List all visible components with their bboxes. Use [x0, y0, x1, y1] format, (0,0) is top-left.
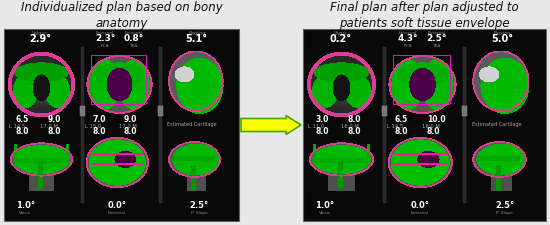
Text: Estimated Cartilage: Estimated Cartilage — [167, 122, 217, 126]
FancyBboxPatch shape — [382, 107, 387, 117]
Text: 1.0°: 1.0° — [315, 200, 334, 209]
Text: 2.9°: 2.9° — [29, 34, 52, 44]
Text: 0.8°: 0.8° — [123, 34, 144, 43]
Text: 8.0: 8.0 — [47, 126, 61, 135]
FancyBboxPatch shape — [463, 48, 466, 203]
FancyArrow shape — [241, 116, 301, 135]
Text: 8.0: 8.0 — [315, 126, 329, 135]
Text: PCA: PCA — [101, 44, 109, 48]
FancyBboxPatch shape — [4, 30, 239, 221]
FancyBboxPatch shape — [159, 48, 162, 203]
Text: 8.0: 8.0 — [16, 126, 29, 135]
Text: Flexion: Flexion — [493, 31, 511, 36]
Text: L 11.0: L 11.0 — [308, 124, 324, 128]
Text: 10.0: 10.0 — [427, 115, 446, 124]
Text: TEA: TEA — [432, 44, 441, 48]
Text: 8.0: 8.0 — [92, 126, 106, 135]
Text: Final plan after plan adjusted to
patients soft tissue envelope: Final plan after plan adjusted to patien… — [330, 0, 519, 29]
Text: External: External — [411, 210, 428, 214]
FancyBboxPatch shape — [80, 107, 85, 117]
Text: 17.0 M: 17.0 M — [119, 124, 137, 128]
FancyBboxPatch shape — [383, 48, 386, 203]
Text: External: External — [96, 31, 114, 35]
Text: Varus: Varus — [19, 210, 31, 214]
Text: 0.0°: 0.0° — [107, 200, 126, 209]
Text: Individualized plan based on bony
anatomy: Individualized plan based on bony anatom… — [21, 0, 222, 29]
FancyBboxPatch shape — [81, 48, 84, 203]
Text: External: External — [427, 31, 446, 35]
Text: 8.0: 8.0 — [427, 126, 441, 135]
Text: 3.0: 3.0 — [315, 115, 328, 124]
Text: L 14.5: L 14.5 — [387, 124, 403, 128]
Text: External: External — [124, 31, 142, 35]
Text: External: External — [108, 210, 126, 214]
Text: 4.3°: 4.3° — [397, 34, 418, 43]
Text: 16.0 M: 16.0 M — [340, 124, 359, 128]
Text: 0.2°: 0.2° — [329, 34, 352, 44]
Text: P. Slope: P. Slope — [496, 210, 513, 214]
Text: External: External — [398, 31, 416, 35]
Text: PCA: PCA — [403, 44, 412, 48]
Text: L 14.5: L 14.5 — [9, 124, 25, 128]
Text: 1.0°: 1.0° — [15, 200, 35, 209]
Text: TEA: TEA — [129, 44, 138, 48]
Text: Estimated Cartilage: Estimated Cartilage — [472, 122, 521, 126]
Text: 9.0: 9.0 — [124, 115, 138, 124]
FancyBboxPatch shape — [462, 107, 467, 117]
Text: 5.1°: 5.1° — [186, 34, 208, 44]
Text: Flexion: Flexion — [188, 31, 205, 36]
FancyBboxPatch shape — [158, 107, 163, 117]
Text: 2.5°: 2.5° — [189, 200, 208, 209]
Text: 8.0: 8.0 — [124, 126, 138, 135]
Text: Valgus: Valgus — [32, 31, 48, 36]
Text: 5.0°: 5.0° — [491, 34, 513, 44]
Text: 2.3°: 2.3° — [95, 34, 116, 43]
Text: 8.0: 8.0 — [348, 115, 361, 124]
Text: L 15.0: L 15.0 — [85, 124, 101, 128]
Text: 9.0: 9.0 — [47, 115, 61, 124]
Text: 6.5: 6.5 — [16, 115, 29, 124]
Text: 8.0: 8.0 — [348, 126, 361, 135]
Text: 8.0: 8.0 — [394, 126, 408, 135]
Text: 2.5°: 2.5° — [426, 34, 447, 43]
Text: 2.5°: 2.5° — [495, 200, 514, 209]
Text: P. Slope: P. Slope — [191, 210, 207, 214]
Text: 7.0: 7.0 — [92, 115, 106, 124]
Text: Varus: Varus — [319, 210, 331, 214]
Text: 16.0 M: 16.0 M — [422, 124, 440, 128]
Text: 17.0 M: 17.0 M — [41, 124, 58, 128]
Text: 6.5: 6.5 — [394, 115, 408, 124]
Text: 0.0°: 0.0° — [410, 200, 429, 209]
FancyBboxPatch shape — [303, 30, 546, 221]
Text: Varus: Varus — [334, 31, 348, 36]
